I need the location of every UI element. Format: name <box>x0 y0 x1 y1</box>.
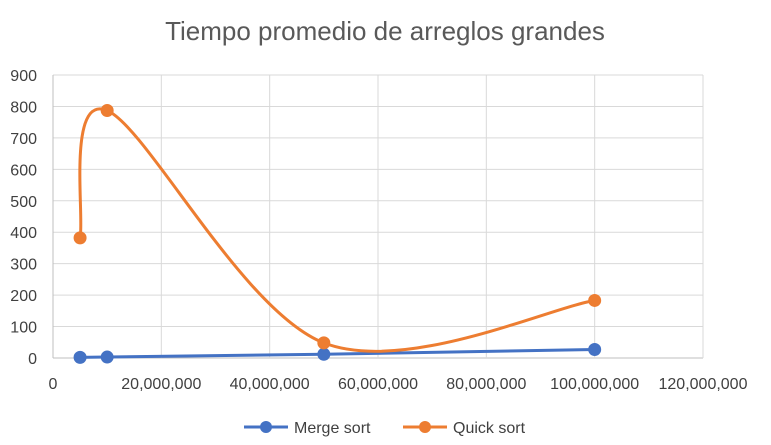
data-point <box>100 104 114 118</box>
y-tick-label: 300 <box>10 257 37 274</box>
x-tick-label: 80,000,000 <box>446 376 526 393</box>
x-axis-ticks: 0 20,000,000 40,000,000 60,000,000 80,000,00… <box>49 376 748 393</box>
x-tick-label: 120,000,000 <box>659 376 748 393</box>
series-merge-sort <box>73 343 602 364</box>
y-tick-label: 0 <box>28 351 37 368</box>
data-point <box>100 350 114 364</box>
y-tick-label: 400 <box>10 225 37 242</box>
y-tick-label: 900 <box>10 68 37 85</box>
y-tick-label: 800 <box>10 99 37 116</box>
series-line <box>78 107 597 353</box>
y-axis-ticks: 0 100 200 300 400 500 600 700 800 900 <box>10 68 37 368</box>
legend-marker <box>260 421 272 433</box>
y-tick-label: 100 <box>10 320 37 337</box>
x-tick-label: 100,000,000 <box>550 376 639 393</box>
y-tick-label: 200 <box>10 288 37 305</box>
x-tick-label: 60,000,000 <box>338 376 418 393</box>
x-tick-label: 40,000,000 <box>230 376 310 393</box>
y-tick-label: 700 <box>10 131 37 148</box>
series-layer <box>73 104 602 364</box>
legend-label: Quick sort <box>453 420 526 437</box>
legend-marker <box>419 421 431 433</box>
legend-item: Quick sort <box>403 420 526 437</box>
y-tick-label: 500 <box>10 194 37 211</box>
data-point <box>317 336 331 350</box>
x-tick-label: 20,000,000 <box>121 376 201 393</box>
data-point <box>588 293 602 307</box>
legend: Merge sort Quick sort <box>244 420 526 437</box>
y-tick-label: 600 <box>10 162 37 179</box>
legend-label: Merge sort <box>294 420 371 437</box>
data-point <box>588 343 602 357</box>
data-point <box>317 347 331 361</box>
data-point <box>73 231 87 245</box>
data-point <box>73 350 87 364</box>
series-quick-sort <box>73 104 602 353</box>
chart-title: Tiempo promedio de arreglos grandes <box>165 16 605 46</box>
x-tick-label: 0 <box>49 376 58 393</box>
legend-item: Merge sort <box>244 420 371 437</box>
series-line <box>78 348 597 359</box>
grid <box>52 74 704 359</box>
